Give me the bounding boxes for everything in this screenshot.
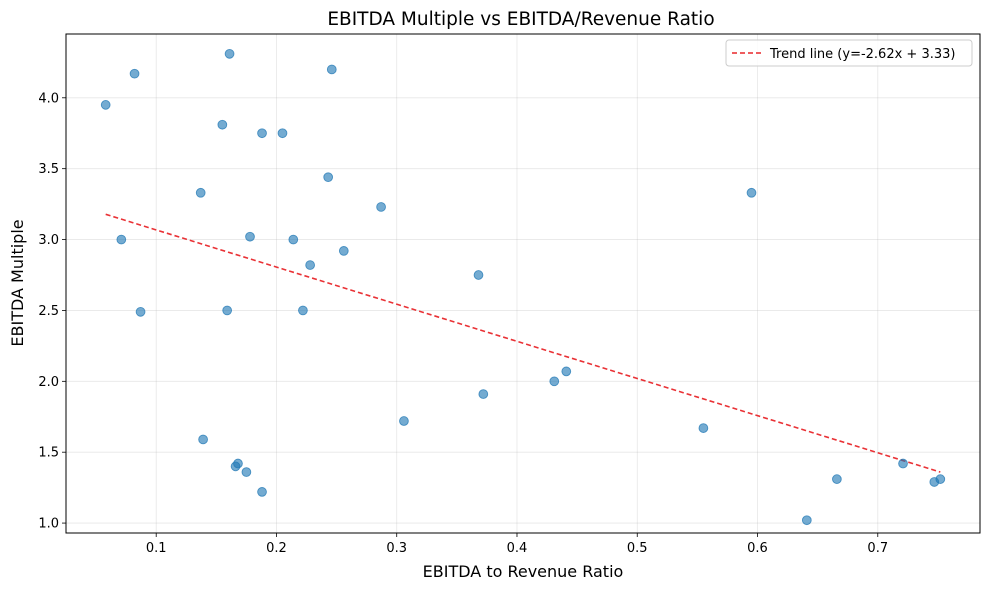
chart-title: EBITDA Multiple vs EBITDA/Revenue Ratio xyxy=(327,9,714,30)
data-point xyxy=(399,416,409,426)
data-point xyxy=(338,246,349,256)
x-axis: 0.1 0.2 0.3 0.4 0.5 0.6 0.7 xyxy=(146,533,888,556)
data-point xyxy=(224,48,235,59)
legend-trend-label: Trend line (y=-2.62x + 3.33) xyxy=(769,47,955,62)
data-point xyxy=(288,234,299,245)
x-tick-label: 0.4 xyxy=(507,541,528,556)
legend: Trend line (y=-2.62x + 3.33) xyxy=(725,39,973,67)
trend-line xyxy=(105,213,941,473)
x-tick-label: 0.2 xyxy=(266,541,287,556)
data-point xyxy=(561,366,572,377)
y-tick-label: 3.0 xyxy=(38,233,59,248)
data-point xyxy=(478,389,489,399)
y-tick-label: 3.5 xyxy=(38,162,59,177)
y-tick-label: 2.0 xyxy=(38,375,59,390)
data-point xyxy=(898,458,908,469)
data-point xyxy=(935,474,946,484)
y-tick-label: 4.0 xyxy=(38,91,59,106)
points-layer xyxy=(100,48,946,526)
trend-layer xyxy=(105,213,941,473)
data-point xyxy=(832,474,842,484)
data-point xyxy=(257,128,267,139)
data-point xyxy=(473,270,484,280)
data-point xyxy=(100,100,111,110)
data-point xyxy=(801,515,812,526)
data-point xyxy=(233,458,243,469)
data-point xyxy=(698,423,709,433)
data-point xyxy=(116,234,127,245)
data-point xyxy=(245,231,255,242)
y-axis: 1.0 1.5 2.0 2.5 3.0 3.5 4.0 xyxy=(38,91,66,532)
data-point xyxy=(298,305,308,316)
data-point xyxy=(195,187,206,198)
y-tick-label: 2.5 xyxy=(38,304,59,319)
data-point xyxy=(217,119,228,130)
data-point xyxy=(257,487,267,497)
x-tick-label: 0.1 xyxy=(146,541,167,556)
data-point xyxy=(129,68,140,79)
y-tick-label: 1.5 xyxy=(38,446,59,461)
data-point xyxy=(135,307,146,317)
data-point xyxy=(746,187,757,198)
data-point xyxy=(549,376,560,387)
y-axis-title: EBITDA Multiple xyxy=(8,219,27,346)
x-axis-title: EBITDA to Revenue Ratio xyxy=(423,562,624,581)
grid xyxy=(66,34,980,533)
plot-frame xyxy=(65,33,981,534)
x-tick-label: 0.6 xyxy=(747,541,768,556)
x-tick-label: 0.7 xyxy=(867,541,888,556)
x-tick-label: 0.3 xyxy=(386,541,407,556)
data-point xyxy=(323,172,334,183)
data-point xyxy=(198,434,208,445)
data-point xyxy=(277,128,288,139)
x-tick-label: 0.5 xyxy=(627,541,648,556)
data-point xyxy=(241,467,252,477)
data-point xyxy=(326,64,337,75)
data-point xyxy=(305,260,315,270)
data-point xyxy=(222,305,233,316)
y-tick-label: 1.0 xyxy=(38,517,59,532)
data-point xyxy=(376,202,386,212)
legend-box xyxy=(725,39,973,67)
